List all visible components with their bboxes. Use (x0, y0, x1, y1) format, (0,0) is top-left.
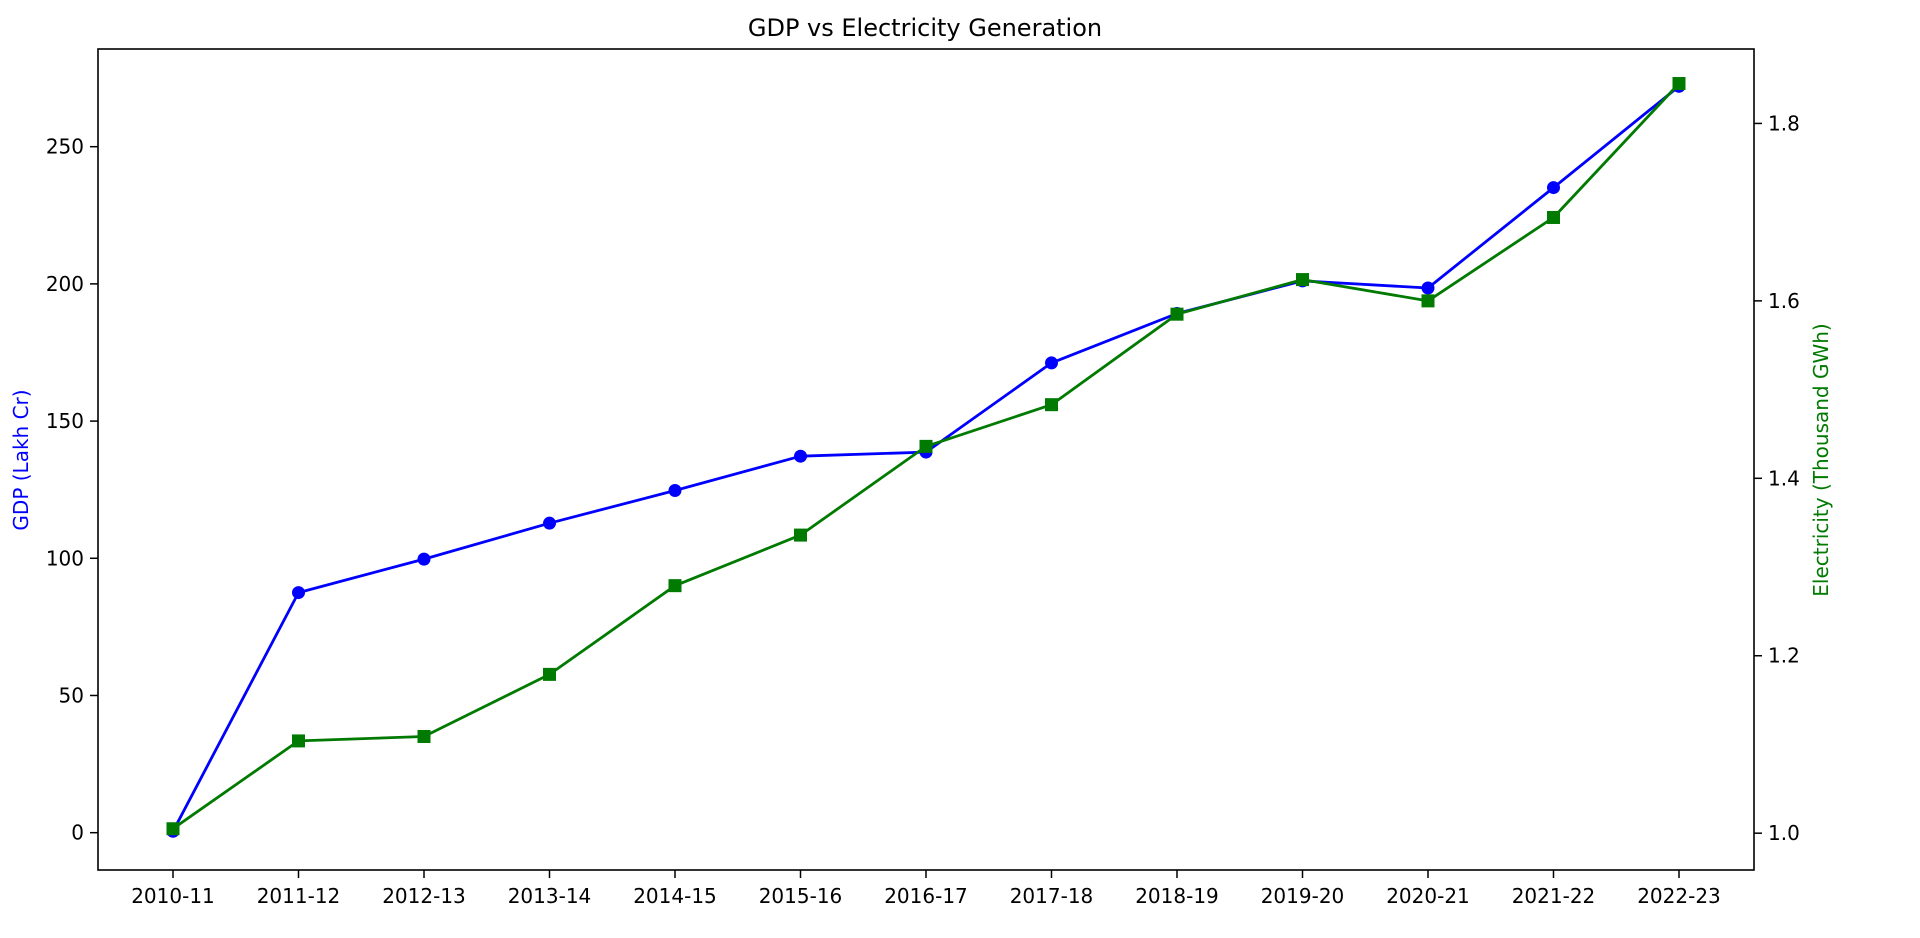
x-tick-label: 2013-14 (508, 884, 592, 908)
right-y-tick-label: 1.6 (1768, 289, 1800, 313)
x-axis: 2010-11 2011-12 2012-13 2013-14 2014-15 2015-… (131, 870, 1721, 908)
x-tick-label: 2012-13 (382, 884, 466, 908)
electricity-point (1421, 294, 1435, 308)
right-y-tick-label: 1.2 (1768, 644, 1800, 668)
electricity-point (919, 439, 933, 453)
x-tick-label: 2017-18 (1010, 884, 1094, 908)
gdp-point (668, 484, 682, 498)
series-left-axis (166, 79, 1686, 838)
chart-title: GDP vs Electricity Generation (748, 14, 1102, 42)
left-y-axis: 0 50 100 150 200 250 (46, 135, 98, 845)
x-tick-label: 2021-22 (1512, 884, 1596, 908)
gdp-point (794, 449, 807, 463)
gdp-point (1421, 281, 1435, 295)
x-tick-label: 2011-12 (257, 884, 341, 908)
x-tick-label: 2015-16 (759, 884, 843, 908)
x-tick-label: 2019-20 (1261, 884, 1345, 908)
series-line (171, 85, 1680, 832)
left-y-tick-label: 250 (46, 135, 84, 159)
plot-frame (97, 48, 1755, 871)
right-y-axis: 1.0 1.2 1.4 1.6 1.8 (1754, 111, 1800, 845)
right-y-tick-label: 1.0 (1768, 821, 1800, 845)
gdp-point (417, 552, 431, 566)
electricity-point (166, 822, 180, 836)
gdp-point (292, 586, 305, 600)
x-tick-label: 2022-23 (1637, 884, 1721, 908)
series-right-axis (166, 77, 1686, 836)
electricity-point (1045, 398, 1058, 412)
electricity-point (1170, 307, 1184, 321)
electricity-point (1296, 273, 1309, 287)
electricity-point (1547, 210, 1560, 224)
electricity-point (543, 667, 556, 681)
electricity-point (417, 729, 431, 743)
left-y-tick-label: 150 (46, 409, 84, 433)
right-y-tick-label: 1.4 (1768, 466, 1800, 490)
left-y-tick-label: 0 (71, 821, 84, 845)
x-tick-label: 2014-15 (633, 884, 717, 908)
series-layer (166, 77, 1686, 838)
x-tick-label: 2020-21 (1386, 884, 1470, 908)
gdp-point (1547, 181, 1560, 195)
electricity-point (292, 734, 305, 748)
left-y-tick-label: 200 (46, 272, 84, 296)
electricity-point (1672, 77, 1686, 91)
x-tick-label: 2010-11 (131, 884, 215, 908)
x-tick-label: 2018-19 (1135, 884, 1219, 908)
gdp-point (543, 516, 556, 530)
electricity-point (668, 579, 682, 593)
left-y-tick-label: 50 (59, 683, 84, 707)
x-tick-label: 2016-17 (884, 884, 968, 908)
left-y-axis-label: GDP (Lakh Cr) (9, 389, 33, 530)
left-y-tick-label: 100 (46, 546, 84, 570)
right-y-tick-label: 1.8 (1768, 111, 1800, 135)
gdp-point (1045, 356, 1058, 370)
right-y-axis-label: Electricity (Thousand GWh) (1809, 323, 1833, 596)
electricity-point (794, 528, 807, 542)
